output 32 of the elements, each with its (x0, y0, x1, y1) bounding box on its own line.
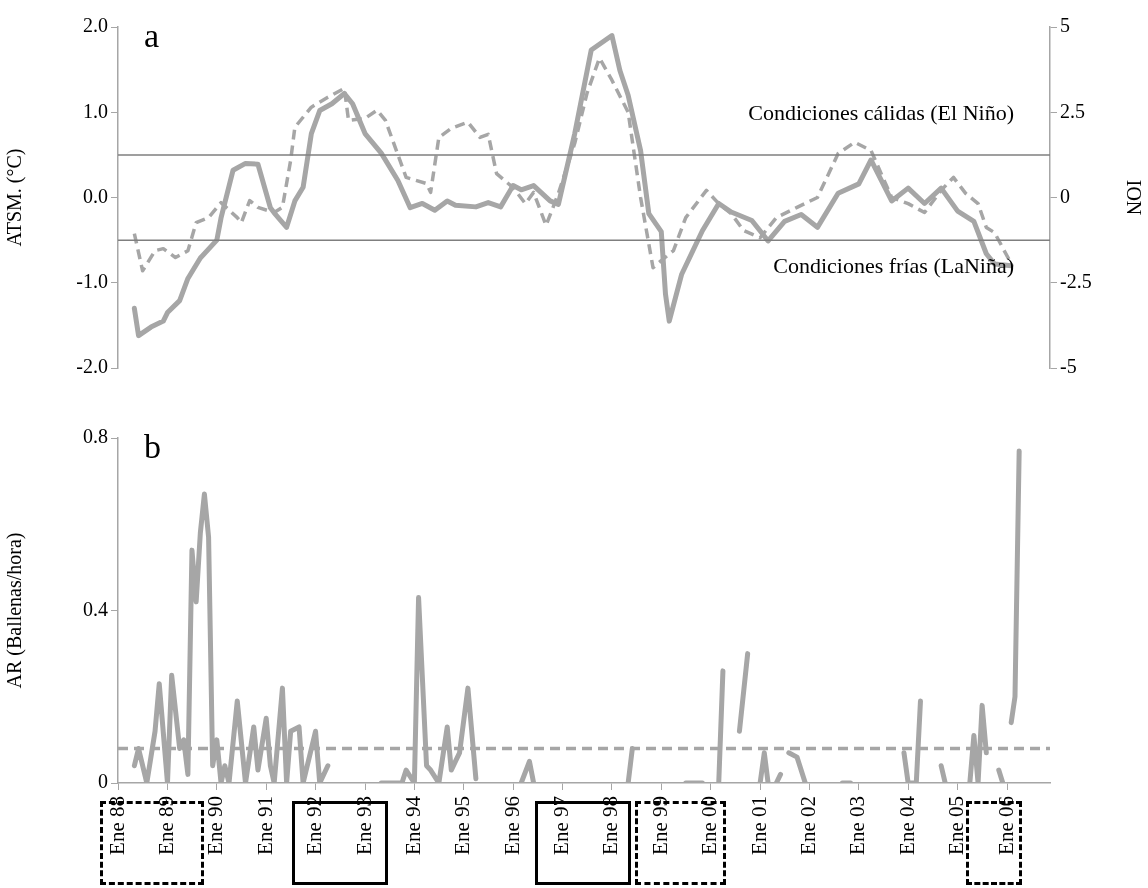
x-tick-label: Ene 01 (746, 796, 771, 855)
y2-tick-label: -2.5 (1060, 270, 1092, 292)
x-tick-label: Ene 94 (400, 795, 425, 855)
x-tick-label: Ene 02 (795, 796, 820, 855)
y-tick-label: 0.8 (83, 425, 108, 448)
x-tick-label: Ene 88 (104, 796, 129, 855)
y-tick-label: 1.0 (83, 99, 108, 122)
y-tick-label: 0.4 (83, 597, 108, 620)
annotation: b (144, 428, 161, 465)
y2-tick-label: 5 (1060, 14, 1070, 37)
ref-line-label: Condiciones frías (LaNiña) (773, 252, 1014, 278)
y-axis-title: AR (Ballenas/hora) (3, 532, 27, 689)
y-tick-label: 0 (98, 770, 108, 793)
y-axis-title: ATSM. (°C) (3, 148, 27, 247)
x-tick-label: Ene 90 (203, 796, 228, 855)
y-tick-label: 0.0 (83, 184, 108, 207)
y2-tick-label: 2.5 (1060, 99, 1085, 122)
y2-tick-label: -5 (1060, 355, 1077, 378)
y-tick-label: -1.0 (76, 270, 108, 292)
y-tick-label: -2.0 (76, 355, 108, 378)
x-tick-label: Ene 95 (450, 796, 475, 855)
y2-axis-title: ION (1122, 179, 1145, 216)
x-tick-label: Ene 99 (647, 796, 672, 855)
y-tick-label: 2.0 (83, 14, 108, 37)
x-tick-label: Ene 91 (252, 796, 277, 855)
x-tick-label: Ene 05 (944, 796, 969, 855)
x-tick-label: Ene 96 (499, 796, 524, 855)
x-tick-label: Ene 04 (894, 795, 919, 855)
annotation: a (144, 17, 160, 54)
x-tick-label: Ene 03 (845, 796, 870, 855)
y2-tick-label: 0 (1060, 184, 1070, 207)
ref-line-label: Condiciones cálidas (El Niño) (748, 99, 1014, 125)
